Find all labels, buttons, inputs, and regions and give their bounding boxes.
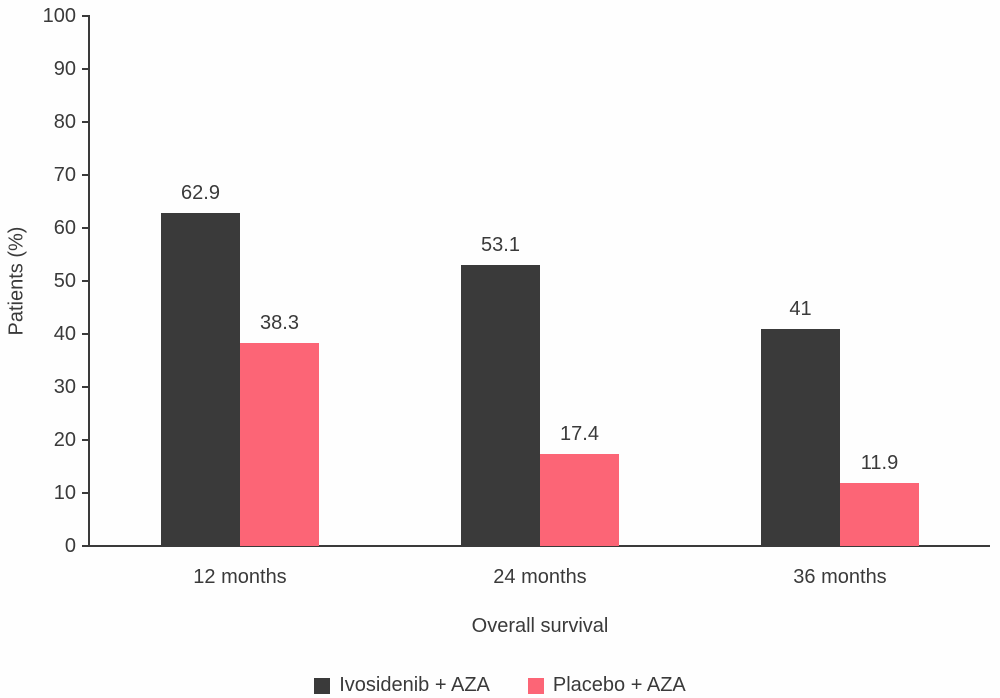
x-category-label: 36 months [793, 566, 887, 588]
bar-ivosidenib-aza [761, 328, 840, 546]
y-tick-mark [82, 439, 90, 441]
legend: Ivosidenib + AZA Placebo + AZA [0, 674, 1000, 697]
y-tick-mark [82, 68, 90, 70]
legend-swatch-icon [527, 677, 544, 694]
y-tick-mark [82, 492, 90, 494]
x-axis-title: Overall survival [471, 615, 609, 637]
y-tick-mark [82, 333, 90, 335]
y-tick-label: 0 [64, 535, 76, 557]
bar-value-label: 62.9 [181, 181, 220, 204]
y-tick-label: 90 [53, 58, 76, 80]
x-category-label: 24 months [493, 566, 587, 588]
bar-placebo-aza [540, 453, 619, 546]
bar-value-label: 41 [789, 297, 812, 320]
legend-label: Placebo + AZA [552, 674, 686, 696]
bar-value-label: 17.4 [560, 422, 599, 445]
y-tick-label: 70 [53, 164, 76, 186]
y-tick-mark [82, 386, 90, 388]
bar-placebo-aza [840, 482, 919, 546]
legend-item: Ivosidenib + AZA [314, 674, 490, 697]
legend-item: Placebo + AZA [527, 674, 686, 697]
y-tick-mark [82, 15, 90, 17]
y-tick-label: 60 [53, 217, 76, 239]
y-tick-label: 10 [53, 482, 76, 504]
bar-value-label: 53.1 [481, 233, 520, 256]
y-tick-mark [82, 174, 90, 176]
y-tick-label: 50 [53, 270, 76, 292]
x-axis-line [88, 545, 990, 547]
x-category-label: 12 months [193, 566, 287, 588]
y-tick-label: 30 [53, 376, 76, 398]
y-tick-mark [82, 280, 90, 282]
bar-ivosidenib-aza [461, 264, 540, 546]
y-tick-mark [82, 227, 90, 229]
y-tick-mark [82, 545, 90, 547]
y-tick-label: 80 [53, 111, 76, 133]
bar-value-label: 11.9 [860, 451, 899, 474]
bar-placebo-aza [240, 343, 319, 546]
y-tick-label: 40 [53, 323, 76, 345]
y-tick-label: 100 [42, 5, 76, 27]
bar-value-label: 38.3 [260, 312, 299, 334]
y-tick-label: 20 [53, 429, 76, 451]
bar-ivosidenib-aza [161, 212, 240, 546]
legend-swatch-icon [314, 677, 331, 694]
y-tick-mark [82, 121, 90, 123]
legend-label: Ivosidenib + AZA [339, 674, 490, 696]
